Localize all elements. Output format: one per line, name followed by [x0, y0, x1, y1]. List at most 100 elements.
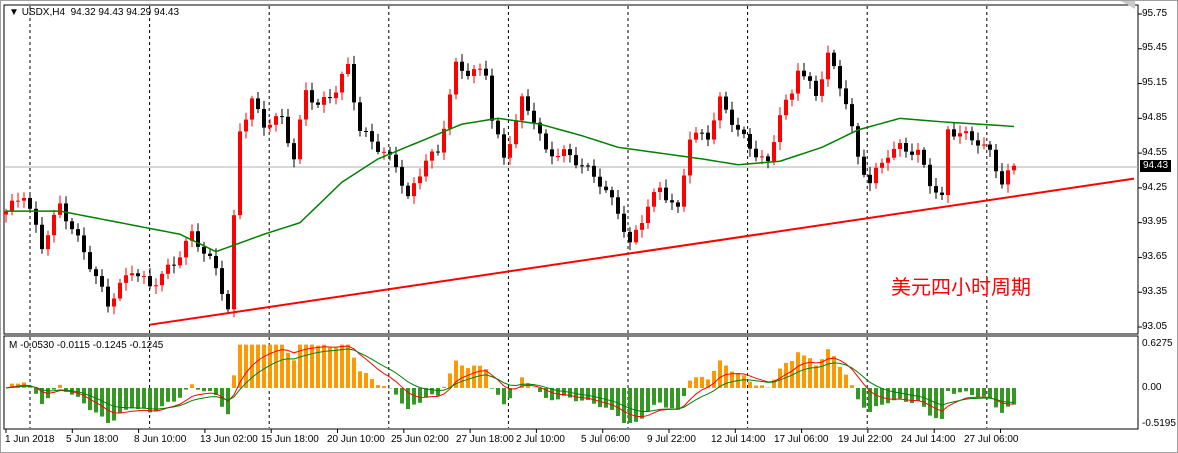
histogram-bar	[214, 388, 218, 395]
candle-body	[118, 282, 122, 299]
symbol-label: USDX,H4	[21, 7, 66, 18]
candle-body	[22, 197, 26, 201]
histogram-bar	[838, 366, 842, 388]
candle-body	[286, 116, 290, 144]
histogram-bar	[982, 388, 986, 397]
histogram-bar	[352, 357, 356, 388]
candle-body	[766, 156, 770, 162]
histogram-bar	[964, 388, 968, 392]
candle-body	[466, 70, 470, 76]
candle-body	[712, 120, 716, 140]
chart-header: ▼ USDX,H4 94.32 94.43 94.29 94.43	[9, 7, 179, 18]
candle-body	[976, 140, 980, 146]
histogram-bar	[676, 388, 680, 410]
histogram-bar	[478, 365, 482, 388]
histogram-bar	[820, 359, 824, 388]
candle-body	[52, 214, 56, 236]
histogram-bar	[268, 344, 272, 388]
histogram-bar	[826, 349, 830, 388]
histogram-bar	[940, 388, 944, 419]
candle-body	[106, 286, 110, 307]
histogram-bar	[34, 388, 38, 394]
histogram-bar	[850, 385, 854, 388]
histogram-bar	[400, 388, 404, 404]
histogram-bar	[592, 388, 596, 404]
candle-body	[700, 132, 704, 134]
candle-body	[742, 129, 746, 135]
x-tick: 2 Jul 10:00	[516, 434, 565, 445]
histogram-bar	[310, 344, 314, 388]
candle-body	[370, 131, 374, 142]
candle-body	[166, 264, 170, 274]
collapse-triangle-icon[interactable]: ▼	[9, 7, 19, 18]
x-tick: 5 Jun 18:00	[66, 434, 119, 445]
candle-body	[970, 131, 974, 141]
histogram-bar	[130, 388, 134, 409]
histogram-bar	[316, 345, 320, 388]
histogram-bar	[718, 360, 722, 388]
candle-body	[148, 276, 152, 287]
histogram-bar	[394, 388, 398, 395]
histogram-bar	[868, 388, 872, 412]
histogram-bar	[346, 344, 350, 388]
histogram-bar	[100, 388, 104, 417]
histogram-bar	[142, 388, 146, 409]
candle-body	[616, 197, 620, 214]
histogram-bar	[454, 360, 458, 388]
candle-body	[136, 273, 140, 277]
candle-body	[544, 133, 548, 150]
candle-body	[922, 149, 926, 165]
candle-body	[424, 160, 428, 177]
indicator-tick: 0.00	[1142, 382, 1162, 393]
candle-body	[784, 99, 788, 116]
candle-body	[526, 96, 530, 111]
candle-body	[238, 131, 242, 216]
candle-body	[718, 96, 722, 121]
histogram-bar	[772, 379, 776, 388]
x-tick: 19 Jul 22:00	[838, 434, 893, 445]
histogram-bar	[328, 347, 332, 388]
candle-body	[334, 92, 338, 99]
histogram-bar	[616, 388, 620, 417]
candle-body	[988, 144, 992, 150]
histogram-bar	[988, 388, 992, 399]
candle-body	[436, 151, 440, 153]
candle-body	[928, 164, 932, 187]
y-tick: 95.75	[1142, 8, 1168, 19]
candle-body	[676, 202, 680, 207]
candle-body	[190, 231, 194, 241]
candle-body	[268, 124, 272, 128]
indicator-label: M -0.0530 -0.0115 -0.1245 -0.1245	[9, 340, 164, 351]
candle-body	[502, 134, 506, 158]
candle-body	[262, 109, 266, 128]
candle-body	[994, 149, 998, 172]
candle-body	[376, 141, 380, 152]
candle-body	[418, 176, 422, 184]
candle-body	[826, 52, 830, 80]
histogram-bar	[658, 388, 662, 403]
candle-body	[226, 293, 230, 310]
candle-body	[154, 285, 158, 287]
candle-body	[898, 143, 902, 149]
candle-body	[10, 200, 14, 212]
candle-body	[562, 149, 566, 157]
candle-body	[400, 167, 404, 186]
candle-body	[214, 255, 218, 269]
histogram-bar	[604, 388, 608, 408]
candle-body	[250, 98, 254, 120]
histogram-bar	[442, 386, 446, 388]
histogram-bar	[610, 388, 614, 410]
scroll-corner-icon	[1121, 1, 1135, 9]
candle-body	[58, 203, 62, 215]
candle-body	[478, 68, 482, 70]
candle-body	[1000, 171, 1004, 185]
histogram-bar	[628, 388, 632, 423]
histogram-bar	[58, 384, 62, 388]
candle-body	[412, 183, 416, 197]
candle-body	[934, 186, 938, 193]
x-tick: 13 Jun 02:00	[200, 434, 258, 445]
histogram-bar	[544, 388, 548, 398]
histogram-bar	[136, 388, 140, 410]
